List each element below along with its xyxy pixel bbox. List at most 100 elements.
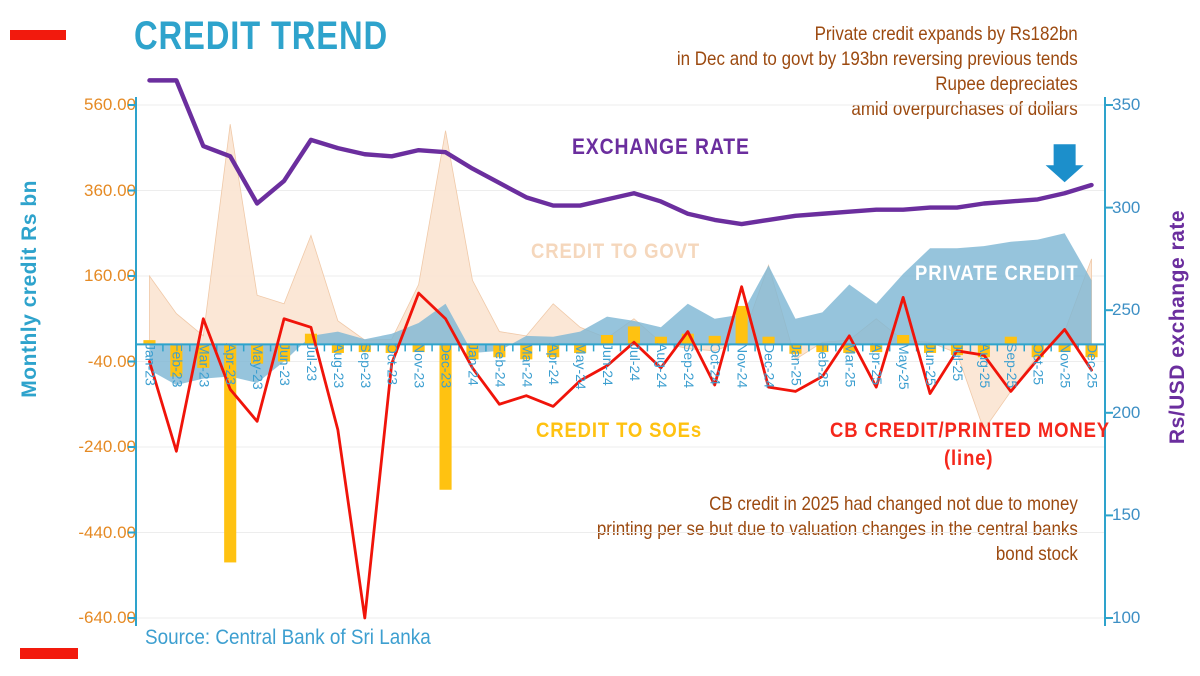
- x-tick-label: May-24: [573, 342, 590, 390]
- bar-credit-to-soes: [358, 344, 371, 353]
- bar-credit-to-soes: [1085, 344, 1098, 358]
- bar-credit-to-soes: [897, 334, 910, 345]
- x-tick-label: Jul-25: [949, 342, 966, 381]
- y-tick-left: -40.00: [87, 351, 136, 371]
- bar-credit-to-soes: [762, 336, 775, 345]
- x-tick-label: Sep-24: [680, 342, 697, 388]
- x-tick-label: Dec-24: [761, 342, 778, 388]
- x-tick-label: May-23: [250, 342, 267, 390]
- x-tick-label: Oct-23: [384, 342, 401, 385]
- line-exchange-rate: [147, 78, 1094, 227]
- y-tick-right: 150: [1112, 505, 1141, 525]
- down-arrow-icon: [1045, 144, 1084, 183]
- x-tick-label: Dec-25: [1084, 342, 1101, 388]
- x-tick-label: Nov-25: [1057, 342, 1074, 388]
- x-tick-label: Sep-25: [1003, 342, 1020, 388]
- bar-credit-to-soes: [277, 344, 291, 362]
- y-tick-left: 560.00: [84, 95, 136, 114]
- bar-credit-to-soes: [224, 344, 237, 563]
- bar-credit-to-soes: [385, 344, 398, 353]
- x-tick-label: Feb-23: [169, 342, 186, 387]
- y-tick-right: 200: [1112, 402, 1141, 422]
- x-tick-label: Nov-23: [411, 342, 428, 388]
- bar-credit-to-soes: [923, 344, 937, 353]
- y-tick-left: -640.00: [78, 608, 136, 627]
- area-credit-to-govt: [149, 124, 1092, 431]
- bar-credit-to-soes: [708, 335, 721, 345]
- bar-credit-to-soes: [870, 344, 883, 353]
- bar-credit-to-soes: [197, 344, 210, 368]
- bar-credit-to-soes: [466, 344, 479, 360]
- bar-credit-to-soes: [816, 344, 829, 353]
- area-private-credit: [149, 233, 1092, 386]
- x-tick-label: Nov-24: [734, 342, 751, 388]
- bar-credit-to-soes: [439, 344, 452, 490]
- x-tick-label: Feb-24: [492, 342, 509, 387]
- x-tick-label: Sep-23: [357, 342, 374, 388]
- bar-credit-to-soes: [412, 344, 425, 353]
- annotation-top: Private credit expands by Rs182bn in Dec…: [677, 23, 1078, 120]
- y-tick-left: 360.00: [84, 180, 136, 200]
- x-tick-label: Mar-24: [519, 342, 536, 387]
- line-cb-credit: [148, 285, 1093, 620]
- x-tick-label: Apr-25: [869, 342, 886, 385]
- y-tick-right: 250: [1112, 300, 1141, 320]
- x-tick-label: May-25: [896, 342, 913, 390]
- bar-credit-to-soes: [493, 344, 506, 358]
- x-tick-label: Aug-25: [976, 342, 993, 388]
- y-tick-right: 350: [1112, 95, 1141, 114]
- x-tick-label: Aug-23: [330, 342, 347, 388]
- bar-credit-to-soes: [547, 344, 560, 358]
- annotation-bottom: CB credit in 2025 had changed not due to…: [596, 493, 1078, 565]
- bar-credit-to-soes: [843, 344, 856, 353]
- x-tick-label: Jan-25: [788, 342, 805, 386]
- x-tick-label: Jul-24: [626, 342, 643, 381]
- bar-credit-to-soes: [304, 333, 318, 345]
- series-label-private-credit: PRIVATE CREDIT: [915, 262, 1079, 285]
- series-label-exchange-rate: EXCHANGE RATE: [572, 134, 750, 159]
- accent-dash-bottom: [20, 648, 78, 659]
- bar-credit-to-soes: [1004, 336, 1017, 345]
- source-note: Source: Central Bank of Sri Lanka: [145, 626, 431, 649]
- y-axis-left-ticks: 560.00 360.00 160.00 -40.00 -240.00 -440.00 -6…: [40, 0, 136, 676]
- series-label-credit-to-govt: CREDIT TO GOVT: [531, 240, 701, 263]
- x-tick-label: Jul-23: [303, 342, 320, 381]
- series-label-cb-credit-sub: (line): [944, 447, 994, 470]
- bar-credit-to-soes: [520, 344, 533, 360]
- x-tick-label: Oct-25: [1030, 342, 1047, 385]
- bar-credit-to-soes: [600, 334, 614, 345]
- bar-credit-to-soes: [735, 305, 748, 345]
- series-label-credit-to-soes: CREDIT TO SOEs: [536, 419, 703, 442]
- bar-credit-to-soes: [331, 344, 344, 353]
- x-tick-label: Jun-23: [277, 342, 294, 386]
- bar-credit-to-soes: [654, 336, 667, 345]
- x-tick-label: Apr-24: [546, 342, 563, 385]
- bar-credit-to-soes: [627, 326, 641, 345]
- x-tick-label: Apr-23: [223, 342, 240, 385]
- x-tick-label: Mar-23: [196, 342, 213, 387]
- bar-credit-to-soes: [170, 344, 183, 377]
- bar-credit-to-soes: [1058, 344, 1071, 353]
- x-tick-label: Jan-24: [465, 342, 482, 386]
- bar-credit-to-soes: [681, 333, 694, 345]
- y-axis-right-ticks: 350 300 250 200 150 100: [1112, 0, 1182, 676]
- x-tick-label: Aug-24: [653, 342, 670, 388]
- x-tick-label: Jun-24: [600, 342, 617, 386]
- series-label-cb-credit: CB CREDIT/PRINTED MONEY: [830, 419, 1111, 442]
- x-tick-label: Mar-25: [842, 342, 859, 387]
- page-title: CREDIT TREND: [134, 14, 389, 58]
- y-tick-left: -240.00: [78, 437, 136, 456]
- bar-credit-to-soes: [574, 344, 587, 353]
- x-tick-label: Feb-25: [815, 342, 832, 387]
- x-tick-label: Jan-23: [142, 342, 159, 386]
- y-tick-left: 160.00: [84, 266, 136, 285]
- bar-credit-to-soes: [143, 340, 156, 345]
- x-tick-label: Oct-24: [707, 342, 724, 385]
- bar-credit-to-soes: [251, 344, 264, 364]
- y-tick-right: 100: [1112, 608, 1141, 627]
- y-tick-left: -440.00: [78, 522, 136, 542]
- x-tick-label: Jun-25: [923, 342, 940, 386]
- x-tick-label: Dec-23: [438, 342, 455, 388]
